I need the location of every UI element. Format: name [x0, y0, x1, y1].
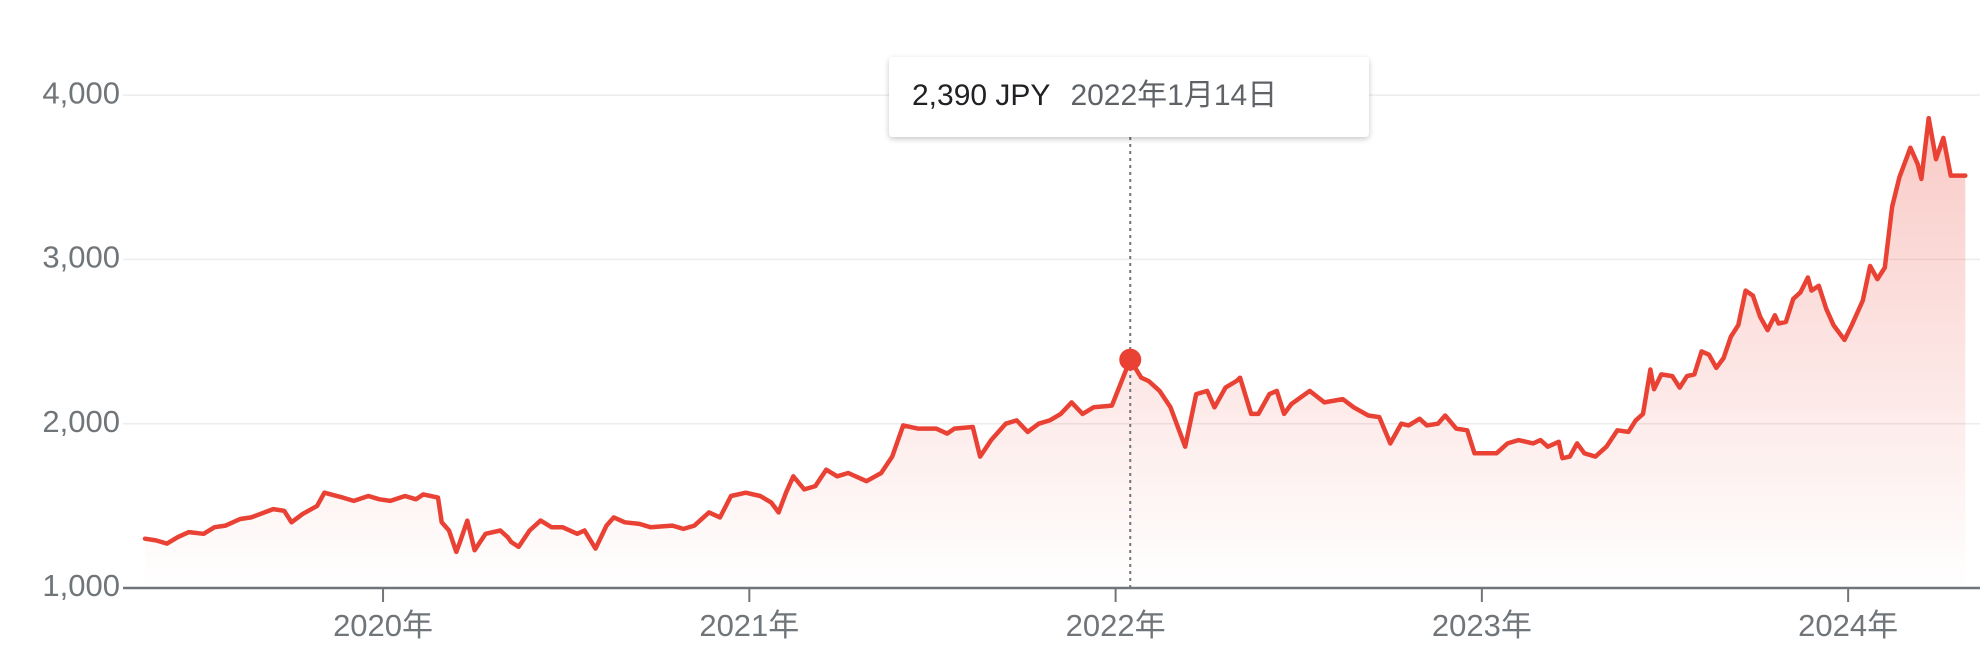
- y-tick-label: 4,000: [42, 75, 120, 110]
- tooltip-box: [889, 57, 1369, 137]
- x-tick-label: 2024年: [1798, 608, 1898, 643]
- area-fill: [145, 118, 1966, 588]
- x-tick-label: 2021年: [699, 608, 799, 643]
- y-tick-label: 2,000: [42, 404, 120, 439]
- tooltip-date: 2022年1月14日: [1070, 79, 1277, 112]
- price-line: [142, 115, 1968, 555]
- x-tick-label: 2022年: [1066, 608, 1166, 643]
- x-tick-label: 2020年: [333, 608, 433, 643]
- x-tick-label: 2023年: [1432, 608, 1532, 643]
- y-tick-label: 3,000: [42, 240, 120, 275]
- tooltip-value: 2,390 JPY: [912, 79, 1050, 112]
- tooltip: 2,390 JPY 2022年1月14日: [889, 57, 1369, 137]
- hover-point: [1119, 348, 1142, 371]
- y-tick-label: 1,000: [42, 568, 120, 603]
